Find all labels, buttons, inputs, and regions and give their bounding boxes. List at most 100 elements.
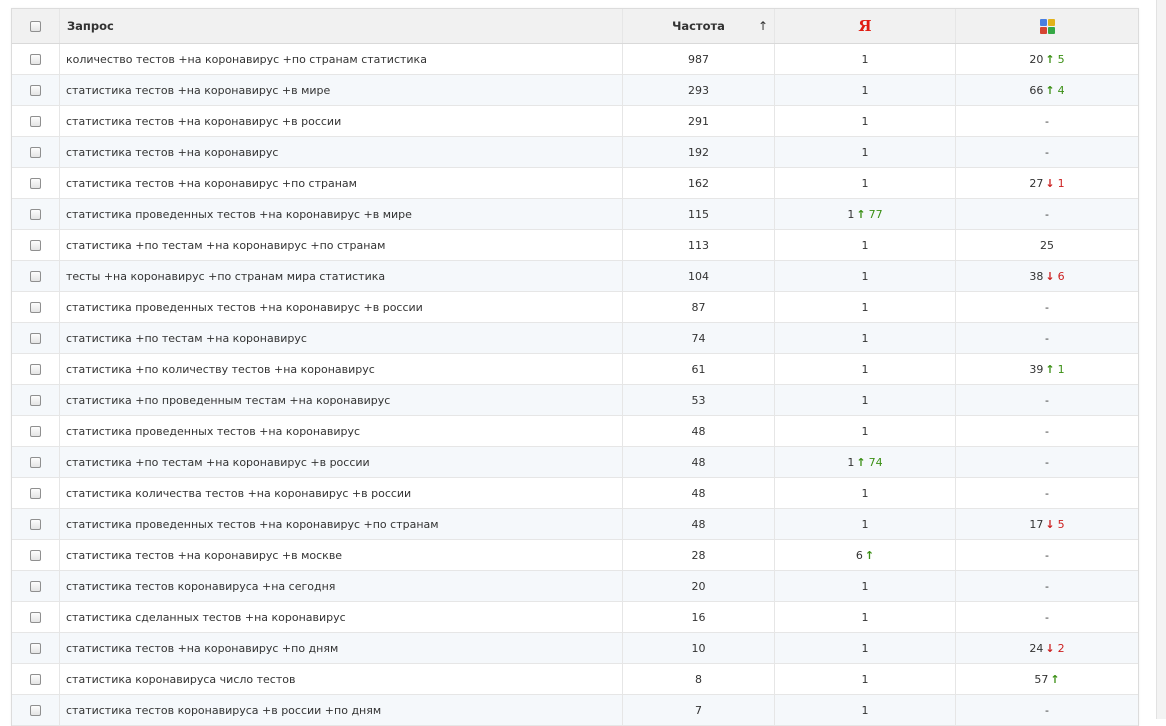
table-row[interactable]: статистика тестов коронавируса +на сегод… — [12, 571, 1138, 602]
table-row[interactable]: статистика +по тестам +на коронавирус +п… — [12, 230, 1138, 261]
google-position: - — [1045, 579, 1049, 593]
frequency-cell: 115 — [623, 199, 775, 229]
table-row[interactable]: статистика количества тестов +на коронав… — [12, 478, 1138, 509]
frequency-value: 16 — [691, 610, 706, 624]
google-cell: - — [956, 540, 1138, 570]
google-cell: - — [956, 416, 1138, 446]
table-row[interactable]: статистика +по проведенным тестам +на ко… — [12, 385, 1138, 416]
select-all-checkbox[interactable] — [30, 20, 41, 32]
query-cell: статистика количества тестов +на коронав… — [60, 478, 623, 508]
yandex-position: 1 — [847, 207, 855, 221]
row-checkbox[interactable] — [30, 518, 41, 530]
yandex-position: 1 — [861, 672, 869, 686]
table-row[interactable]: статистика проведенных тестов +на корона… — [12, 416, 1138, 447]
google-position: - — [1045, 703, 1049, 717]
table-row[interactable]: статистика проведенных тестов +на корона… — [12, 199, 1138, 230]
row-checkbox[interactable] — [30, 642, 41, 654]
table-row[interactable]: статистика проведенных тестов +на корона… — [12, 509, 1138, 540]
google-position: 39 — [1029, 362, 1044, 376]
table-row[interactable]: статистика +по тестам +на коронавирус 74… — [12, 323, 1138, 354]
query-text: статистика сделанных тестов +на коронави… — [66, 610, 346, 624]
yandex-position: 1 — [861, 176, 869, 190]
row-checkbox[interactable] — [30, 425, 41, 437]
google-position: 66 — [1029, 83, 1044, 97]
table-row[interactable]: статистика тестов +на коронавирус +в мос… — [12, 540, 1138, 571]
table-row[interactable]: статистика проведенных тестов +на корона… — [12, 292, 1138, 323]
frequency-value: 162 — [688, 176, 709, 190]
yandex-cell: 1 ↑ 77 — [775, 199, 956, 229]
frequency-value: 48 — [691, 424, 706, 438]
google-position: 57 — [1034, 672, 1049, 686]
google-position: - — [1045, 610, 1049, 624]
header-google[interactable] — [956, 9, 1138, 43]
row-checkbox[interactable] — [30, 332, 41, 344]
sort-ascending-icon[interactable]: ↑ — [757, 19, 768, 33]
row-select-cell — [12, 664, 60, 694]
table-row[interactable]: статистика сделанных тестов +на коронави… — [12, 602, 1138, 633]
row-select-cell — [12, 416, 60, 446]
query-text: статистика тестов коронавируса +на сегод… — [66, 579, 336, 593]
google-cell: - — [956, 385, 1138, 415]
yandex-trend-up-icon: ↑ — [856, 455, 866, 469]
row-checkbox[interactable] — [30, 301, 41, 313]
header-yandex[interactable]: Я — [775, 9, 956, 43]
yandex-cell: 1 — [775, 664, 956, 694]
query-text: статистика +по количеству тестов +на кор… — [66, 362, 375, 376]
google-position: 17 — [1029, 517, 1044, 531]
table-row[interactable]: статистика тестов +на коронавирус +в рос… — [12, 106, 1138, 137]
row-checkbox[interactable] — [30, 239, 41, 251]
row-select-cell — [12, 261, 60, 291]
row-checkbox[interactable] — [30, 208, 41, 220]
table-row[interactable]: тесты +на коронавирус +по странам мира с… — [12, 261, 1138, 292]
header-query[interactable]: Запрос — [60, 9, 623, 43]
table-row[interactable]: статистика +по тестам +на коронавирус +в… — [12, 447, 1138, 478]
yandex-position-change: 74 — [868, 455, 883, 469]
query-text: статистика тестов +на коронавирус +в мос… — [66, 548, 343, 562]
yandex-trend-up-icon: ↑ — [856, 207, 866, 221]
row-checkbox[interactable] — [30, 487, 41, 499]
google-position: - — [1045, 300, 1049, 314]
google-position: - — [1045, 393, 1049, 407]
row-checkbox[interactable] — [30, 84, 41, 96]
frequency-value: 8 — [695, 672, 702, 686]
row-checkbox[interactable] — [30, 704, 41, 716]
table-row[interactable]: статистика коронавируса число тестов 8 1… — [12, 664, 1138, 695]
query-cell: статистика проведенных тестов +на корона… — [60, 292, 623, 322]
header-frequency[interactable]: Частота ↑ — [623, 9, 775, 43]
row-checkbox[interactable] — [30, 363, 41, 375]
table-row[interactable]: статистика +по количеству тестов +на кор… — [12, 354, 1138, 385]
frequency-cell: 7 — [623, 695, 775, 725]
frequency-value: 293 — [688, 83, 709, 97]
row-checkbox[interactable] — [30, 115, 41, 127]
frequency-cell: 16 — [623, 602, 775, 632]
row-checkbox[interactable] — [30, 270, 41, 282]
row-select-cell — [12, 509, 60, 539]
table-row[interactable]: статистика тестов +на коронавирус +по дн… — [12, 633, 1138, 664]
row-checkbox[interactable] — [30, 456, 41, 468]
row-select-cell — [12, 168, 60, 198]
row-checkbox[interactable] — [30, 177, 41, 189]
table-row[interactable]: статистика тестов +на коронавирус +в мир… — [12, 75, 1138, 106]
row-checkbox[interactable] — [30, 611, 41, 623]
row-checkbox[interactable] — [30, 394, 41, 406]
query-text: статистика +по тестам +на коронавирус +п… — [66, 238, 386, 252]
frequency-value: 104 — [688, 269, 709, 283]
table-row[interactable]: статистика тестов +на коронавирус 192 1 … — [12, 137, 1138, 168]
row-checkbox[interactable] — [30, 53, 41, 65]
row-checkbox[interactable] — [30, 673, 41, 685]
row-select-cell — [12, 106, 60, 136]
row-checkbox[interactable] — [30, 549, 41, 561]
query-text: статистика коронавируса число тестов — [66, 672, 296, 686]
table-row[interactable]: количество тестов +на коронавирус +по ст… — [12, 44, 1138, 75]
row-checkbox[interactable] — [30, 146, 41, 158]
google-position-change: 4 — [1057, 83, 1065, 97]
row-checkbox[interactable] — [30, 580, 41, 592]
yandex-cell: 1 — [775, 633, 956, 663]
row-select-cell — [12, 199, 60, 229]
table-body: количество тестов +на коронавирус +по ст… — [12, 44, 1138, 726]
yandex-cell: 1 — [775, 137, 956, 167]
query-text: статистика тестов +на коронавирус — [66, 145, 279, 159]
table-row[interactable]: статистика тестов коронавируса +в россии… — [12, 695, 1138, 726]
table-row[interactable]: статистика тестов +на коронавирус +по ст… — [12, 168, 1138, 199]
row-select-cell — [12, 385, 60, 415]
